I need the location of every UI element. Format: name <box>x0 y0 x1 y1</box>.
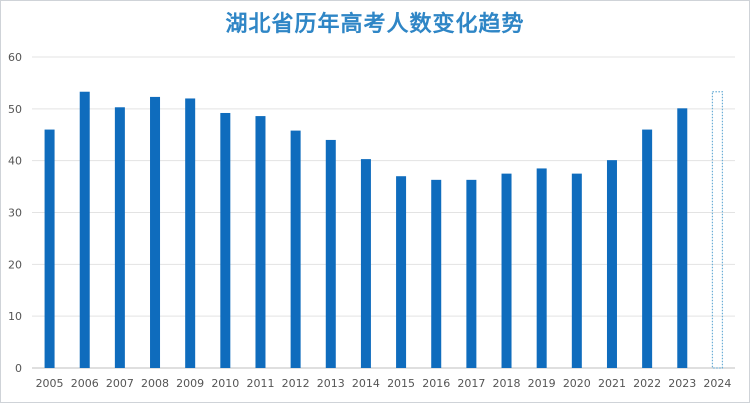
bar-2008 <box>150 96 161 368</box>
x-axis: 2005 2006 2007 2008 2009 2010 2011 2012 2013 2014… <box>36 377 732 390</box>
x-tick-label: 2023 <box>668 377 696 390</box>
x-tick-label: 2011 <box>246 377 274 390</box>
bar-2023 <box>677 108 688 368</box>
x-tick-label: 2018 <box>493 377 521 390</box>
x-tick-label: 2008 <box>141 377 169 390</box>
y-axis: 0 10 20 30 40 50 60 <box>8 51 22 375</box>
y-tick-label: 30 <box>8 207 22 220</box>
x-tick-label: 2014 <box>352 377 380 390</box>
x-tick-label: 2022 <box>633 377 661 390</box>
chart-title: 湖北省历年高考人数变化趋势 <box>225 12 525 37</box>
x-tick-label: 2005 <box>36 377 64 390</box>
bars <box>44 91 724 369</box>
x-tick-label: 2019 <box>528 377 556 390</box>
y-tick-label: 0 <box>15 362 22 375</box>
x-tick-label: 2015 <box>387 377 415 390</box>
y-tick-label: 60 <box>8 51 22 64</box>
y-tick-label: 10 <box>8 310 22 323</box>
bar-2019 <box>536 168 547 368</box>
bar-2021 <box>606 160 617 368</box>
bar-2007 <box>114 107 125 369</box>
bar-2006 <box>79 91 90 368</box>
bar-2005 <box>44 129 55 368</box>
bar-2017 <box>466 179 477 368</box>
bar-2016 <box>431 179 442 368</box>
x-tick-label: 2024 <box>703 377 731 390</box>
x-tick-label: 2012 <box>282 377 310 390</box>
bar-2009 <box>185 98 196 368</box>
x-tick-label: 2007 <box>106 377 134 390</box>
x-tick-label: 2009 <box>176 377 204 390</box>
bar-2014 <box>360 159 371 368</box>
bar-2013 <box>325 139 336 368</box>
bar-2020 <box>571 173 582 368</box>
x-tick-label: 2017 <box>457 377 485 390</box>
x-tick-label: 2010 <box>211 377 239 390</box>
bar-2010 <box>220 112 231 368</box>
bar-2022 <box>642 129 653 368</box>
x-tick-label: 2020 <box>563 377 591 390</box>
y-tick-label: 50 <box>8 103 22 116</box>
x-tick-label: 2013 <box>317 377 345 390</box>
bar-2011 <box>255 116 266 368</box>
y-tick-label: 40 <box>8 155 22 168</box>
gridlines <box>32 56 735 369</box>
y-tick-label: 20 <box>8 258 22 271</box>
bar-2012 <box>290 130 301 368</box>
bar-2015 <box>396 176 407 368</box>
x-tick-label: 2006 <box>71 377 99 390</box>
x-tick-label: 2021 <box>598 377 626 390</box>
x-tick-label: 2016 <box>422 377 450 390</box>
bar-2024 <box>711 91 724 369</box>
bar-2018 <box>501 173 512 368</box>
